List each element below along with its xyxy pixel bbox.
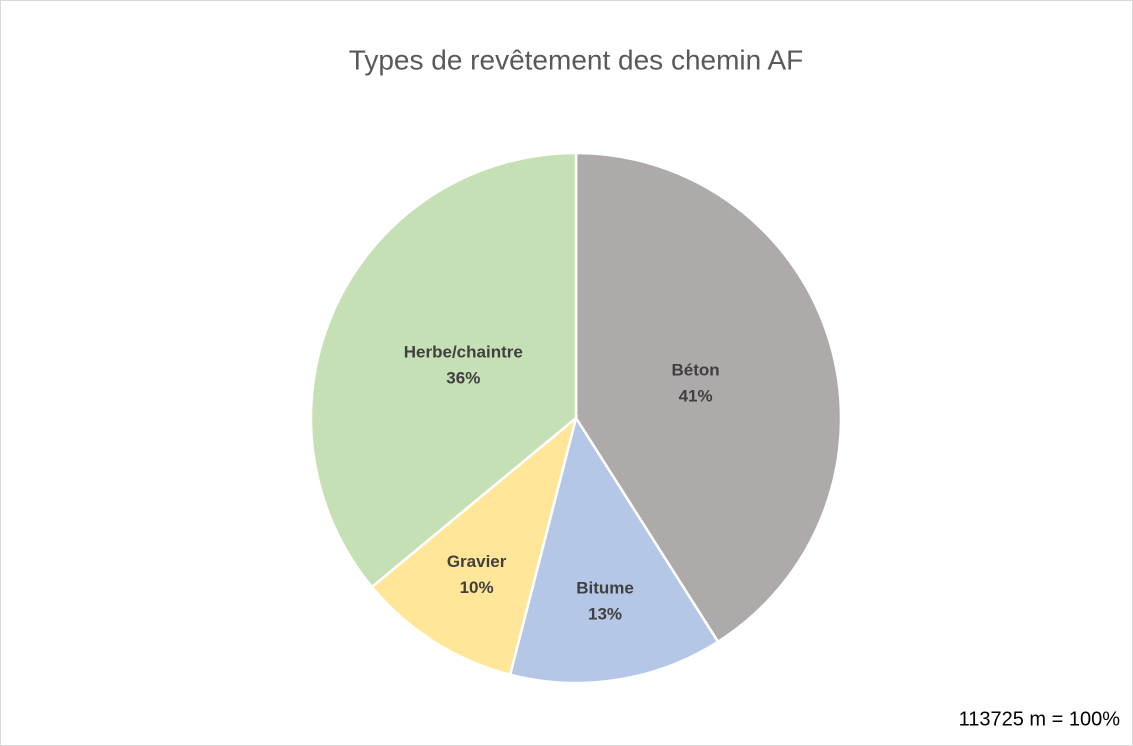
slice-label: Béton <box>672 361 720 380</box>
slice-value-label: 13% <box>588 605 622 624</box>
slice-label: Bitume <box>576 579 634 598</box>
slice-value-label: 41% <box>679 387 713 406</box>
pie-slice <box>508 414 720 685</box>
pie-slice <box>574 151 843 644</box>
pie-slice <box>370 414 579 677</box>
annotation: 113725 m = 100% <box>959 708 1121 730</box>
slice-value-label: 10% <box>460 578 494 597</box>
slice-label: Herbe/chaintre <box>404 342 523 361</box>
pie-slice <box>309 151 578 589</box>
slice-value-label: 36% <box>446 368 480 387</box>
slice-label: Gravier <box>447 552 507 571</box>
chart-title: Types de revêtement des chemin AF <box>349 44 803 75</box>
